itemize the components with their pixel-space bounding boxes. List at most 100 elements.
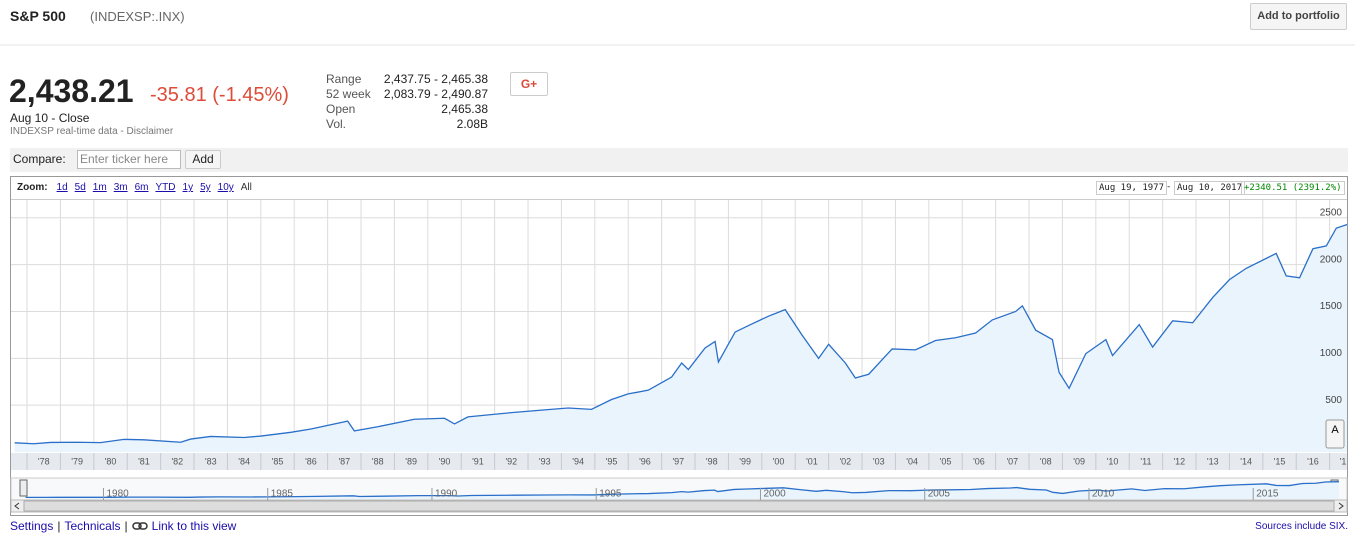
zoom-option[interactable]: 1d — [56, 182, 68, 193]
x-tick-label: '79 — [71, 456, 83, 466]
zoom-option[interactable]: 5d — [74, 182, 86, 193]
zoom-option-active[interactable]: All — [240, 182, 252, 193]
stat-label: 52 week — [326, 87, 371, 101]
stat-label: Range — [326, 72, 362, 86]
x-tick-label: '02 — [839, 456, 851, 466]
x-tick-label: '80 — [105, 456, 117, 466]
nav-handle-left[interactable] — [19, 479, 28, 497]
x-tick-label: '88 — [372, 456, 384, 466]
link-icon — [131, 522, 148, 530]
range-start: Aug 19, 1977 — [1096, 181, 1168, 195]
x-tick-label: '82 — [171, 456, 183, 466]
stat-value: 2,437.75 - 2,465.38 — [383, 72, 488, 86]
x-tick-label: '90 — [439, 456, 451, 466]
zoom-option[interactable]: 1m — [92, 182, 107, 193]
zoom-option[interactable]: 3m — [113, 182, 128, 193]
x-tick-label: '83 — [205, 456, 217, 466]
y-tick-label: 1500 — [1320, 301, 1343, 312]
y-tick-label: 2000 — [1320, 254, 1343, 265]
compare-add-button[interactable]: Add — [185, 150, 221, 169]
compare-input[interactable]: Enter ticker here — [77, 150, 181, 169]
x-tick-label: '06 — [973, 456, 985, 466]
navigator-tick-label: 1985 — [271, 489, 294, 500]
compare-label: Compare: — [13, 152, 66, 166]
zoom-option[interactable]: YTD — [155, 182, 176, 193]
link-to-view[interactable]: Link to this view — [151, 519, 237, 533]
y-tick-label: 500 — [1325, 395, 1342, 406]
navigator-plot — [25, 481, 1339, 499]
x-tick-label: '95 — [606, 456, 618, 466]
x-tick-label: '97 — [672, 456, 684, 466]
stat-value: 2.08B — [456, 117, 488, 131]
price: 2,438.21 — [9, 73, 134, 109]
scale-button[interactable] — [1325, 419, 1345, 449]
x-tick-label: '13 — [1207, 456, 1219, 466]
price-change: -35.81 (-1.45%) — [150, 84, 289, 106]
x-tick-label: '86 — [305, 456, 317, 466]
x-tick-label: '81 — [138, 456, 150, 466]
x-tick-label: '87 — [338, 456, 350, 466]
range-change: +2340.51 (2391.2%) — [1241, 181, 1345, 195]
x-tick-label: '15 — [1274, 456, 1286, 466]
y-tick-label: 1000 — [1320, 348, 1343, 359]
x-tick-label: '03 — [873, 456, 885, 466]
zoom-option[interactable]: 6m — [134, 182, 149, 193]
x-tick-label: '89 — [405, 456, 417, 466]
x-tick-label: '91 — [472, 456, 484, 466]
stat-value: 2,465.38 — [441, 102, 488, 116]
x-tick-label: '00 — [773, 456, 785, 466]
x-tick-label: '08 — [1040, 456, 1052, 466]
navigator-tick-label: 2015 — [1256, 489, 1279, 500]
zoom-label: Zoom: — [17, 182, 48, 193]
x-tick-label: '84 — [238, 456, 250, 466]
navigator-tick-label: 2010 — [1092, 489, 1115, 500]
x-tick-label: '92 — [505, 456, 517, 466]
separator: | — [57, 519, 61, 533]
zoom-option[interactable]: 10y — [217, 182, 234, 193]
range-end: Aug 10, 2017 — [1174, 181, 1246, 195]
zoom-option[interactable]: 1y — [182, 182, 194, 193]
x-tick-label: '12 — [1173, 456, 1185, 466]
scroll-right[interactable] — [1338, 502, 1344, 510]
line — [25, 481, 1339, 499]
index-ticker: (INDEXSP:.INX) — [90, 9, 185, 24]
scroll-left[interactable] — [14, 502, 20, 510]
x-tick-label: '09 — [1073, 456, 1085, 466]
stats: Range 2,437.75 - 2,465.38 52 week 2,083.79… — [326, 72, 488, 132]
navigator-tick-label: 1995 — [599, 489, 622, 500]
x-tick-label: '01 — [806, 456, 818, 466]
navigator-tick-label: 1990 — [435, 489, 458, 500]
zoom-option[interactable]: 5y — [200, 182, 211, 193]
technicals-link[interactable]: Technicals — [64, 519, 121, 533]
plot — [11, 200, 1347, 452]
x-tick-label: '94 — [572, 456, 584, 466]
navigator-tick-label: 2000 — [763, 489, 786, 500]
data-source: INDEXSP real-time data - Disclaimer — [10, 126, 174, 137]
navigator-tick-label: 1980 — [106, 489, 129, 500]
x-tick-label: '85 — [272, 456, 284, 466]
scale-button-label[interactable]: A — [1331, 424, 1339, 436]
add-to-portfolio-button[interactable]: Add to portfolio — [1250, 3, 1347, 30]
share-button[interactable]: G+ — [510, 72, 548, 96]
stat-value: 2,083.79 - 2,490.87 — [383, 87, 488, 101]
range-separator: - — [1166, 182, 1172, 192]
stat-label: Vol. — [326, 117, 347, 131]
x-tick-label: '99 — [739, 456, 751, 466]
settings-link[interactable]: Settings — [10, 519, 54, 533]
scroll-thumb[interactable] — [23, 500, 1335, 512]
y-tick-label: 2500 — [1320, 207, 1343, 218]
x-tick-label: '16 — [1307, 456, 1319, 466]
stat-label: Open — [326, 102, 356, 116]
sources: Sources include SIX. — [1255, 521, 1348, 532]
navigator-tick-label: 2005 — [928, 489, 951, 500]
x-tick-label: '10 — [1107, 456, 1119, 466]
close-label: Aug 10 - Close — [10, 111, 90, 125]
x-tick-label: '78 — [38, 456, 50, 466]
x-axis-strip — [11, 453, 1347, 470]
x-tick-label: '04 — [906, 456, 918, 466]
area — [25, 481, 1339, 499]
x-tick-label: '14 — [1240, 456, 1252, 466]
index-title: S&P 500 — [10, 8, 66, 24]
